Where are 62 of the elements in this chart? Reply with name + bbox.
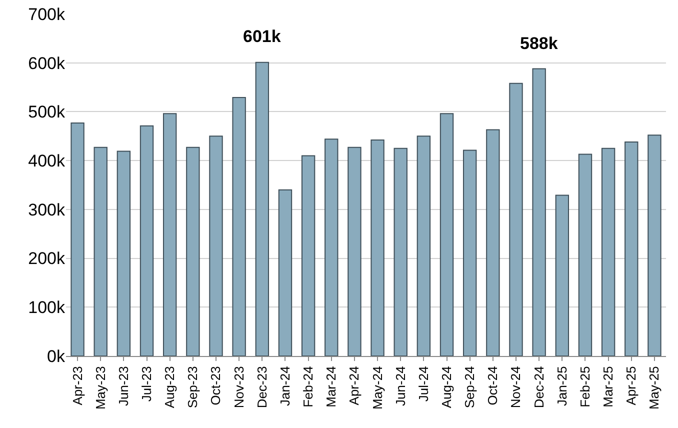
bar <box>555 194 569 356</box>
bar <box>209 136 223 356</box>
x-tick-label: Oct-24 <box>485 366 500 406</box>
x-tick-label: Jul-24 <box>416 366 431 402</box>
bar <box>578 154 592 356</box>
x-tick-label: Jun-23 <box>116 366 131 406</box>
bar <box>532 68 546 356</box>
annotation: 601k <box>243 27 282 46</box>
bar <box>255 62 269 356</box>
bar <box>140 125 154 356</box>
x-tick-label: Nov-24 <box>508 366 524 408</box>
x-tick-label: Aug-23 <box>162 366 178 408</box>
bar <box>70 122 84 356</box>
y-tick-label: 600k <box>28 54 66 73</box>
bar <box>116 150 131 356</box>
bar <box>301 155 316 356</box>
bar <box>394 148 408 356</box>
y-tick-label: 100k <box>28 298 66 318</box>
bar <box>94 146 108 356</box>
x-tick-label: May-24 <box>370 366 385 410</box>
bar <box>324 138 338 356</box>
x-tick-label: Apr-23 <box>70 366 85 406</box>
y-tick-label: 400k <box>28 152 66 171</box>
x-tick-label: Dec-24 <box>531 366 546 408</box>
y-tick-label: 700k <box>28 4 66 24</box>
x-tick-label: Mar-24 <box>324 366 339 408</box>
annotation: 588k <box>520 34 558 53</box>
y-tick-label: 500k <box>28 102 66 122</box>
bar <box>186 146 200 356</box>
bar <box>370 140 384 356</box>
x-tick-label: Oct-23 <box>208 366 224 406</box>
x-tick-label: Sep-23 <box>185 366 200 408</box>
x-tick-label: Feb-25 <box>577 366 592 408</box>
bar <box>278 189 292 356</box>
x-tick-label: Jun-24 <box>392 366 408 406</box>
bar <box>601 148 616 356</box>
x-tick-label: Jan-24 <box>277 366 292 406</box>
x-tick-label: Feb-24 <box>300 366 316 408</box>
x-tick-label: May-25 <box>646 366 662 410</box>
bar <box>509 82 523 356</box>
bar <box>163 113 177 356</box>
x-tick-label: May-23 <box>92 366 108 410</box>
x-tick-label: Mar-25 <box>600 366 616 408</box>
bar <box>648 134 662 356</box>
x-tick-label: Aug-24 <box>438 366 454 408</box>
y-tick-label: 0k <box>47 346 66 366</box>
bar <box>463 150 477 356</box>
bar <box>486 129 500 356</box>
y-tick-label: 300k <box>28 200 66 220</box>
bar <box>624 142 638 356</box>
y-tick-label: 200k <box>28 249 66 268</box>
bar <box>348 146 362 356</box>
x-tick-label: Apr-24 <box>346 366 362 406</box>
x-tick-label: Nov-23 <box>231 366 246 408</box>
x-tick-label: Sep-24 <box>462 366 478 408</box>
x-tick-label: Apr-25 <box>624 366 639 406</box>
x-tick-label: Dec-23 <box>254 366 270 408</box>
x-tick-label: Jan-25 <box>554 366 570 406</box>
bar <box>416 136 431 356</box>
bar <box>232 97 246 356</box>
bar <box>440 113 454 356</box>
x-tick-label: Jul-23 <box>138 366 154 402</box>
